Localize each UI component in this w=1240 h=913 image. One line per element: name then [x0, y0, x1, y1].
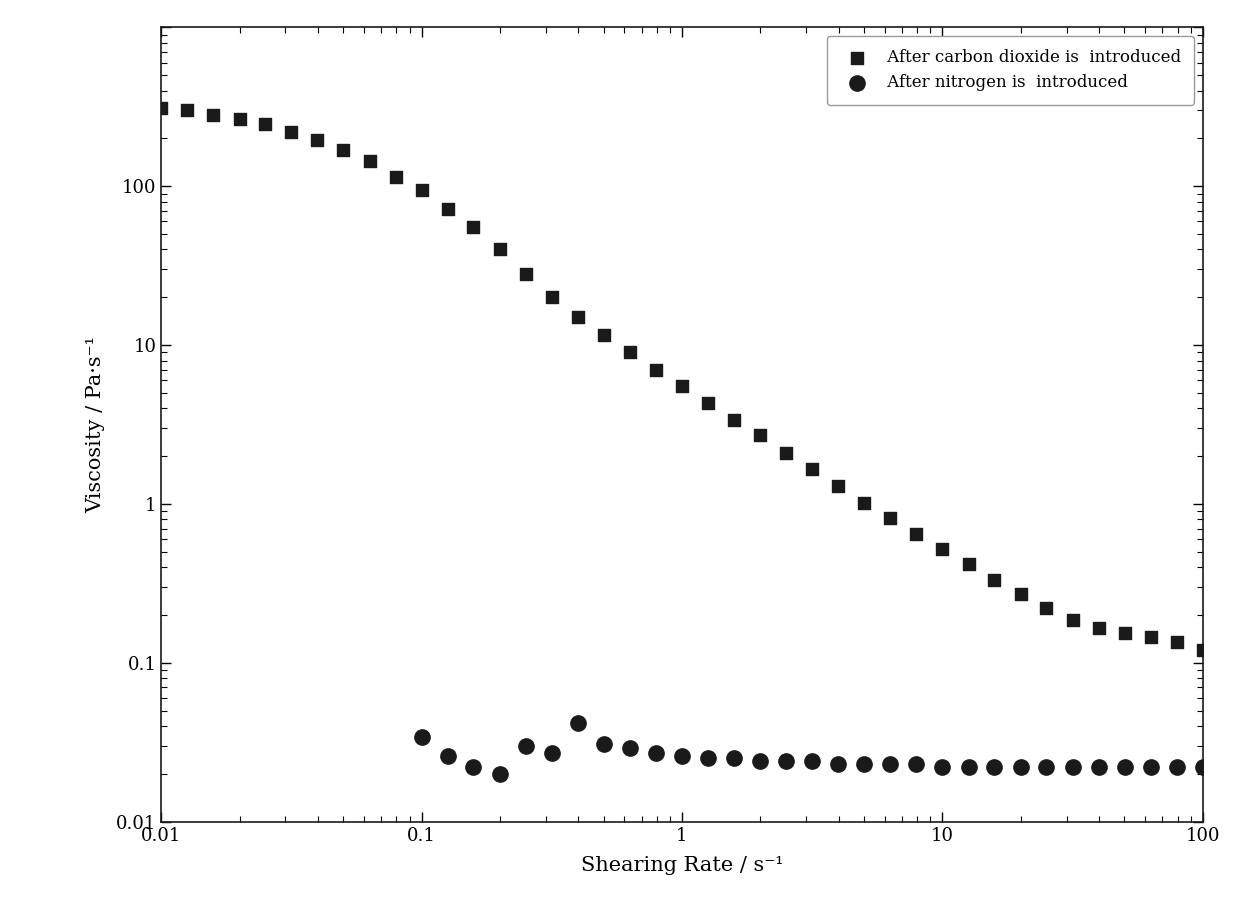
-  After carbon dioxide is  introduced: [203, 108, 223, 122]
-  After nitrogen is  introduced: [1089, 760, 1109, 774]
-  After carbon dioxide is  introduced: [620, 345, 640, 360]
-  After carbon dioxide is  introduced: [360, 153, 379, 168]
-  After carbon dioxide is  introduced: [542, 290, 562, 305]
- X-axis label: Shearing Rate / s⁻¹: Shearing Rate / s⁻¹: [580, 855, 784, 875]
-  After carbon dioxide is  introduced: [490, 242, 510, 257]
-  After carbon dioxide is  introduced: [386, 169, 405, 184]
-  After carbon dioxide is  introduced: [854, 496, 874, 510]
-  After carbon dioxide is  introduced: [776, 446, 796, 460]
-  After carbon dioxide is  introduced: [985, 573, 1004, 588]
-  After carbon dioxide is  introduced: [724, 413, 744, 427]
-  After nitrogen is  introduced: [985, 760, 1004, 774]
-  After carbon dioxide is  introduced: [334, 142, 353, 157]
-  After nitrogen is  introduced: [412, 730, 432, 745]
-  After carbon dioxide is  introduced: [880, 510, 900, 525]
-  After carbon dioxide is  introduced: [229, 111, 249, 126]
-  After nitrogen is  introduced: [1115, 760, 1135, 774]
-  After nitrogen is  introduced: [1141, 760, 1161, 774]
-  After carbon dioxide is  introduced: [1011, 587, 1030, 602]
-  After nitrogen is  introduced: [750, 754, 770, 769]
-  After carbon dioxide is  introduced: [412, 183, 432, 197]
-  After nitrogen is  introduced: [776, 754, 796, 769]
-  After nitrogen is  introduced: [802, 754, 822, 769]
-  After carbon dioxide is  introduced: [151, 101, 171, 116]
-  After carbon dioxide is  introduced: [802, 462, 822, 477]
-  After nitrogen is  introduced: [880, 757, 900, 771]
-  After carbon dioxide is  introduced: [1193, 643, 1213, 657]
-  After carbon dioxide is  introduced: [255, 117, 275, 131]
-  After nitrogen is  introduced: [594, 737, 614, 751]
-  After carbon dioxide is  introduced: [464, 220, 484, 235]
-  After nitrogen is  introduced: [672, 749, 692, 763]
-  After carbon dioxide is  introduced: [438, 202, 458, 216]
-  After carbon dioxide is  introduced: [750, 428, 770, 443]
-  After carbon dioxide is  introduced: [828, 478, 848, 493]
-  After nitrogen is  introduced: [959, 760, 978, 774]
-  After nitrogen is  introduced: [490, 767, 510, 782]
-  After nitrogen is  introduced: [646, 746, 666, 761]
-  After nitrogen is  introduced: [906, 757, 926, 771]
-  After carbon dioxide is  introduced: [672, 379, 692, 394]
-  After nitrogen is  introduced: [854, 757, 874, 771]
-  After nitrogen is  introduced: [828, 757, 848, 771]
-  After nitrogen is  introduced: [1193, 760, 1213, 774]
-  After nitrogen is  introduced: [724, 751, 744, 766]
-  After nitrogen is  introduced: [568, 716, 588, 730]
-  After carbon dioxide is  introduced: [1089, 621, 1109, 635]
-  After nitrogen is  introduced: [516, 739, 536, 753]
-  After carbon dioxide is  introduced: [1037, 601, 1056, 615]
- Y-axis label: Viscosity / Pa·s⁻¹: Viscosity / Pa·s⁻¹: [86, 336, 105, 513]
-  After carbon dioxide is  introduced: [516, 267, 536, 281]
-  After nitrogen is  introduced: [1167, 760, 1187, 774]
-  After nitrogen is  introduced: [620, 741, 640, 756]
-  After nitrogen is  introduced: [1063, 760, 1083, 774]
-  After carbon dioxide is  introduced: [568, 310, 588, 324]
-  After nitrogen is  introduced: [464, 760, 484, 774]
-  After carbon dioxide is  introduced: [932, 541, 952, 556]
-  After carbon dioxide is  introduced: [698, 396, 718, 411]
-  After nitrogen is  introduced: [1011, 760, 1030, 774]
-  After carbon dioxide is  introduced: [906, 527, 926, 541]
-  After carbon dioxide is  introduced: [1115, 625, 1135, 640]
-  After carbon dioxide is  introduced: [1167, 635, 1187, 649]
-  After nitrogen is  introduced: [698, 751, 718, 766]
-  After carbon dioxide is  introduced: [308, 133, 327, 148]
-  After nitrogen is  introduced: [932, 760, 952, 774]
-  After nitrogen is  introduced: [542, 746, 562, 761]
-  After carbon dioxide is  introduced: [1063, 614, 1083, 628]
- Legend:  After carbon dioxide is  introduced,  After nitrogen is  introduced: After carbon dioxide is introduced, Afte…: [827, 36, 1194, 105]
-  After carbon dioxide is  introduced: [594, 328, 614, 342]
-  After nitrogen is  introduced: [438, 749, 458, 763]
-  After carbon dioxide is  introduced: [959, 557, 978, 572]
-  After carbon dioxide is  introduced: [646, 362, 666, 377]
-  After carbon dioxide is  introduced: [281, 124, 301, 139]
-  After carbon dioxide is  introduced: [1141, 630, 1161, 645]
-  After carbon dioxide is  introduced: [177, 103, 197, 118]
-  After nitrogen is  introduced: [1037, 760, 1056, 774]
